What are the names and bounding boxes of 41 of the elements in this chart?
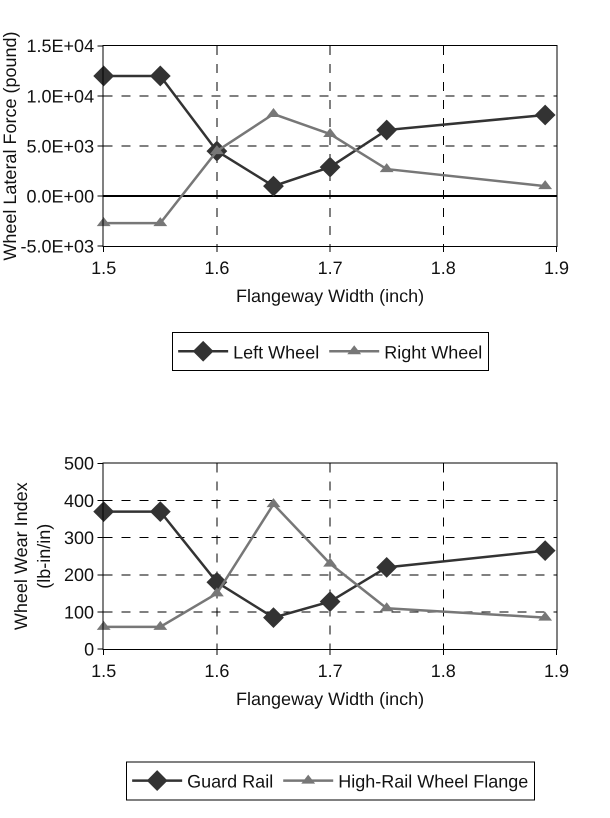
y-tick-label: 200 <box>64 565 94 586</box>
x-tick-label: 1.9 <box>544 258 569 278</box>
point <box>150 66 171 86</box>
point <box>376 120 398 140</box>
point <box>263 176 284 197</box>
x-tick-label: 1.5 <box>91 258 116 278</box>
point <box>93 501 114 522</box>
x-tick-label: 1.7 <box>318 258 343 278</box>
y-tick-label: 500 <box>64 454 94 474</box>
point <box>534 104 556 126</box>
x-tick-label: 1.6 <box>204 258 230 278</box>
legend-label: Right Wheel <box>384 342 482 362</box>
y-tick-label: 1.0E+04 <box>26 86 94 106</box>
point <box>263 607 284 628</box>
point <box>93 66 114 86</box>
point <box>376 556 398 578</box>
x-axis-title: Flangeway Width (inch) <box>236 286 424 306</box>
y-tick-label: 400 <box>64 490 94 511</box>
legend-label: Guard Rail <box>187 772 274 792</box>
x-tick-label: 1.8 <box>430 660 456 681</box>
point <box>320 591 340 612</box>
x-tick-label: 1.7 <box>318 660 343 681</box>
y-tick-label: 5.0E+03 <box>26 136 94 156</box>
y-tick-label: 300 <box>64 528 94 548</box>
point <box>534 540 556 562</box>
y-tick-label: 1.5E+04 <box>26 36 94 56</box>
y-tick-label: -5.0E+03 <box>20 236 94 257</box>
legend-label: Left Wheel <box>233 342 320 362</box>
y-axis-title: Wheel Wear Index (lb-in/in) <box>10 482 54 630</box>
y-tick-label: 100 <box>64 602 94 622</box>
x-tick-label: 1.9 <box>544 660 569 681</box>
y-axis-title: Wheel Lateral Force (pound) <box>0 31 20 261</box>
point <box>320 156 340 178</box>
y-tick-label: 0.0E+00 <box>26 186 94 206</box>
x-tick-label: 1.8 <box>430 258 456 278</box>
point <box>150 501 171 522</box>
x-tick-label: 1.6 <box>204 660 230 681</box>
y-tick-label: 0 <box>84 639 94 660</box>
x-axis-title: Flangeway Width (inch) <box>236 688 424 709</box>
legend-label: High-Rail Wheel Flange <box>338 772 528 792</box>
x-tick-label: 1.5 <box>91 660 116 681</box>
